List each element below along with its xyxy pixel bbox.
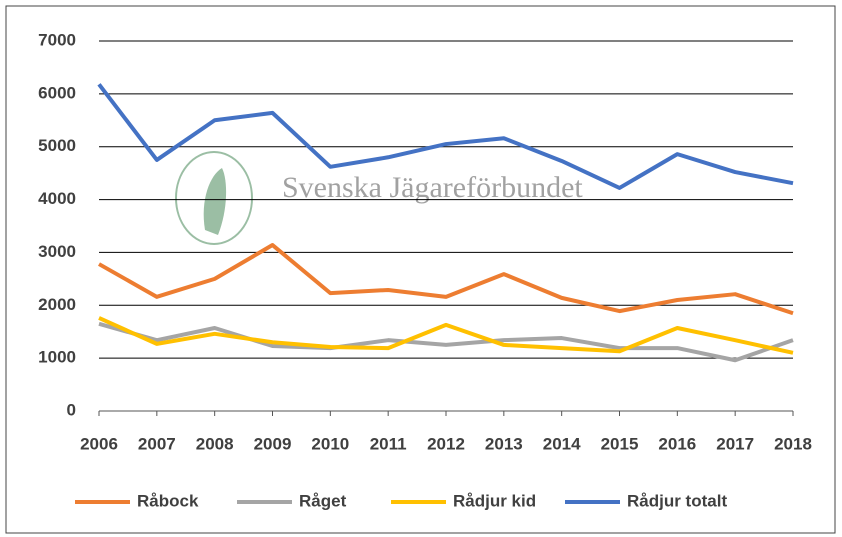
watermark-text: Svenska Jägareförbundet (282, 171, 583, 204)
series-line (98, 321, 794, 363)
y-tick-label: 1000 (38, 348, 76, 367)
y-tick-label: 4000 (38, 189, 76, 208)
y-tick-label: 5000 (38, 136, 76, 155)
x-tick-label: 2013 (485, 434, 523, 453)
series-line (98, 243, 794, 316)
x-tick-label: 2018 (774, 434, 812, 453)
legend-label: Rådjur kid (453, 491, 536, 510)
x-tick-label: 2016 (658, 434, 696, 453)
watermark-bird (203, 168, 227, 235)
x-tick-label: 2010 (311, 434, 349, 453)
series-line (97, 83, 794, 190)
x-tick-label: 2014 (543, 434, 581, 453)
y-tick-label: 3000 (38, 242, 76, 261)
x-tick-label: 2012 (427, 434, 465, 453)
y-tick-label: 0 (67, 400, 76, 419)
x-tick-label: 2009 (254, 434, 292, 453)
watermark-logo (175, 151, 253, 245)
legend-label: Råbock (137, 491, 199, 510)
watermark: Svenska Jägareförbundet (175, 151, 583, 245)
x-tick-label: 2011 (370, 434, 407, 453)
x-tick-label: 2007 (138, 434, 176, 453)
legend-label: Råget (299, 491, 347, 510)
y-tick-label: 6000 (38, 83, 76, 102)
x-tick-label: 2017 (716, 434, 754, 453)
x-tick-label: 2006 (80, 434, 118, 453)
chart-frame (5, 5, 836, 534)
series-line (98, 316, 794, 355)
x-tick-label: 2015 (601, 434, 639, 453)
legend-label: Rådjur totalt (627, 491, 727, 510)
y-tick-label: 7000 (38, 30, 76, 49)
y-tick-label: 2000 (38, 295, 76, 314)
x-tick-label: 2008 (196, 434, 234, 453)
